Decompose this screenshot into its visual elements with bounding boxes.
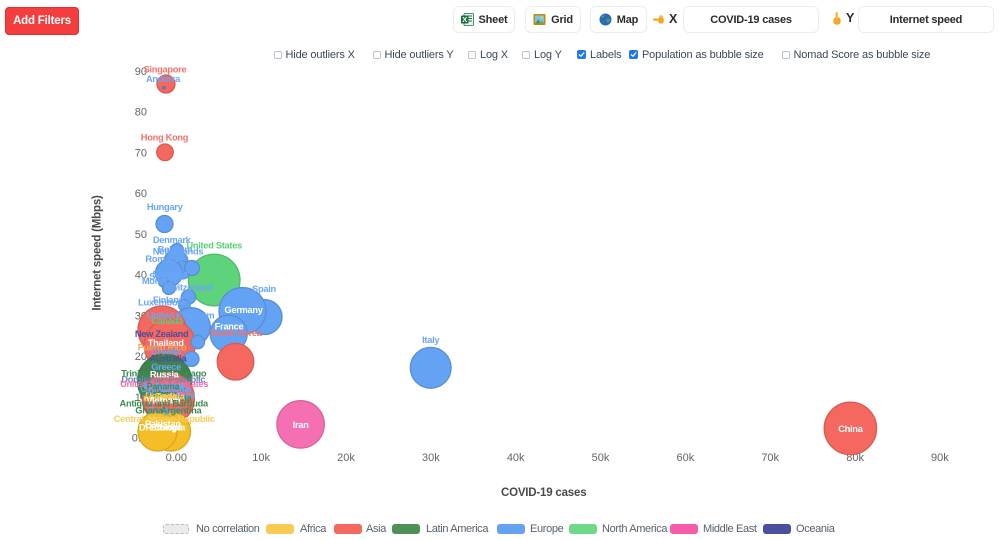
svg-text:Greece: Greece (151, 362, 181, 372)
svg-text:Croatia: Croatia (151, 347, 182, 357)
svg-text:Taiwan: Taiwan (151, 387, 179, 397)
svg-text:Kenya: Kenya (143, 393, 170, 403)
svg-text:Central African Republic: Central African Republic (114, 414, 215, 424)
svg-text:Qatar: Qatar (163, 387, 186, 397)
svg-text:40: 40 (135, 270, 147, 282)
svg-text:Turkey: Turkey (149, 383, 176, 393)
svg-text:United Arab Emirates: United Arab Emirates (120, 379, 208, 389)
svg-text:Romania: Romania (145, 254, 183, 264)
svg-text:20k: 20k (337, 452, 355, 464)
svg-text:Estonia: Estonia (161, 384, 193, 394)
svg-text:Peru: Peru (158, 389, 177, 399)
svg-text:Hong Kong: Hong Kong (141, 133, 189, 143)
svg-text:Spain: Spain (252, 284, 276, 294)
svg-text:Ecuador: Ecuador (152, 385, 187, 395)
svg-text:China: China (838, 424, 863, 434)
svg-text:Serbia: Serbia (154, 392, 181, 402)
svg-text:Latvia: Latvia (160, 383, 186, 393)
svg-text:New Zealand: New Zealand (135, 329, 189, 339)
svg-text:50k: 50k (592, 452, 610, 464)
svg-text:Jordan: Jordan (151, 382, 179, 392)
svg-text:0.00: 0.00 (166, 452, 187, 464)
svg-text:Brazil: Brazil (140, 391, 163, 401)
svg-text:Chile: Chile (143, 389, 164, 399)
svg-text:Bulgaria: Bulgaria (149, 406, 185, 416)
svg-text:90k: 90k (931, 452, 949, 464)
svg-text:Antigua and Barbuda: Antigua and Barbuda (120, 399, 209, 409)
svg-text:Panama: Panama (147, 382, 181, 392)
svg-text:Australia: Australia (149, 354, 187, 364)
svg-text:Cyprus: Cyprus (140, 384, 170, 394)
svg-text:Puerto Rico: Puerto Rico (138, 343, 187, 353)
svg-text:Netherlands: Netherlands (153, 247, 204, 257)
svg-text:70k: 70k (761, 452, 779, 464)
svg-text:France: France (215, 322, 244, 332)
svg-text:Iceland: Iceland (144, 381, 173, 391)
svg-text:Italy: Italy (422, 335, 440, 345)
svg-text:Poland: Poland (146, 385, 174, 395)
svg-text:Vietnam: Vietnam (147, 396, 181, 406)
svg-text:Ukraine: Ukraine (160, 386, 191, 396)
svg-text:Uganda: Uganda (145, 391, 177, 401)
svg-text:Trinidad and Tobago: Trinidad and Tobago (121, 369, 207, 379)
svg-text:Dominican Republic: Dominican Republic (121, 375, 205, 385)
svg-text:Ireland: Ireland (156, 381, 183, 391)
svg-text:Andorra: Andorra (146, 74, 181, 84)
svg-text:Israel: Israel (146, 388, 168, 398)
svg-text:United States: United States (186, 241, 242, 251)
svg-text:Denmark: Denmark (153, 235, 192, 245)
svg-text:80: 80 (135, 107, 147, 119)
svg-text:Bolivia: Bolivia (144, 387, 173, 397)
svg-text:Hungary: Hungary (146, 390, 181, 400)
svg-text:Hungary: Hungary (147, 202, 184, 212)
svg-text:Canada: Canada (151, 316, 184, 326)
svg-text:United Kingdom: United Kingdom (147, 311, 215, 321)
svg-text:50: 50 (135, 229, 147, 241)
svg-text:Monaco: Monaco (142, 276, 176, 286)
svg-text:30k: 30k (422, 452, 440, 464)
svg-text:Nigeria: Nigeria (149, 416, 180, 426)
svg-text:DR Congo: DR Congo (139, 423, 183, 433)
svg-text:Ethiopia: Ethiopia (151, 423, 186, 433)
svg-text:Luxembourg: Luxembourg (138, 298, 192, 308)
svg-text:Portugal: Portugal (161, 391, 195, 401)
svg-text:Thailand: Thailand (148, 338, 184, 348)
svg-text:Ghana: Ghana (135, 406, 164, 416)
svg-text:10k: 10k (252, 452, 270, 464)
svg-text:70: 70 (135, 147, 147, 159)
svg-text:Argentina: Argentina (161, 406, 203, 416)
svg-text:90: 90 (135, 66, 147, 78)
svg-text:60k: 60k (677, 452, 695, 464)
svg-text:Finland: Finland (153, 295, 185, 305)
svg-text:Iran: Iran (293, 420, 309, 430)
svg-text:Georgia: Georgia (151, 384, 184, 394)
svg-text:Slovakia: Slovakia (152, 269, 188, 279)
svg-text:Slovenia: Slovenia (149, 272, 186, 282)
svg-text:Internet speed (Mbps): Internet speed (Mbps) (92, 195, 104, 311)
svg-text:Singapore: Singapore (144, 65, 187, 75)
svg-text:Germany: Germany (224, 305, 263, 315)
svg-text:Belgium: Belgium (158, 245, 193, 255)
svg-text:Pakistan: Pakistan (145, 419, 181, 429)
svg-text:40k: 40k (507, 452, 525, 464)
svg-text:COVID-19 cases: COVID-19 cases (501, 487, 586, 499)
svg-text:20: 20 (135, 351, 147, 363)
svg-text:X: X (462, 15, 467, 24)
svg-text:Colombia: Colombia (153, 393, 193, 403)
svg-text:Russia: Russia (150, 370, 180, 380)
svg-text:Malaysia: Malaysia (153, 388, 189, 398)
svg-text:60: 60 (135, 188, 147, 200)
svg-text:Tunisia: Tunisia (156, 392, 186, 402)
svg-text:Switzerland: Switzerland (165, 283, 214, 293)
svg-text:South Korea: South Korea (210, 328, 263, 338)
svg-text:Kuwait: Kuwait (145, 384, 173, 394)
svg-text:Morocco: Morocco (144, 394, 180, 404)
svg-text:Mexico: Mexico (139, 386, 169, 396)
